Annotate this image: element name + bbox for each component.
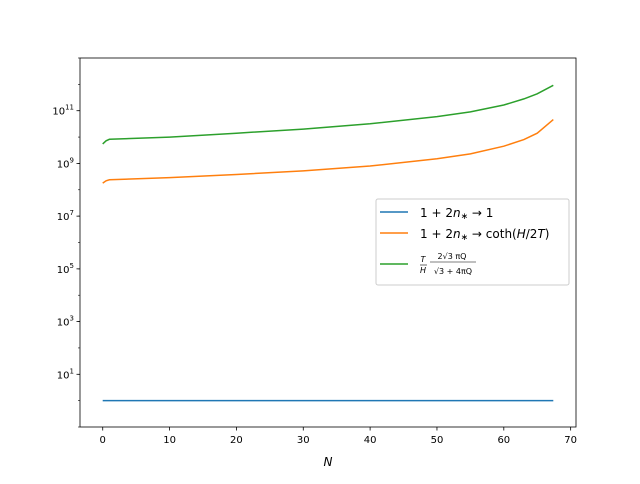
x-tick-label: 10 (163, 435, 176, 446)
x-tick-label: 60 (497, 435, 510, 446)
y-tick-label: 101 (57, 367, 74, 381)
x-tick-label: 0 (100, 435, 106, 446)
x-tick-label: 40 (364, 435, 377, 446)
legend-label-series-1: 1 + 2n∗ → 1 (420, 206, 493, 222)
x-tick-label: 50 (431, 435, 444, 446)
legend-fraction-numerator: 2√3 πQ (438, 252, 467, 261)
x-tick-label: 30 (297, 435, 310, 446)
x-tick-label: 20 (230, 435, 243, 446)
legend-box (375, 198, 570, 286)
y-tick-label: 103 (57, 315, 74, 329)
series-layer (102, 84, 554, 402)
x-tick-label: 70 (564, 435, 577, 446)
legend-fraction-H: H (420, 266, 426, 275)
legend-label-series-2: 1 + 2n∗ → coth(H/2T) (420, 227, 549, 243)
legend-fraction-T: T (421, 255, 427, 264)
series-line-2 (102, 119, 554, 184)
y-tick-label: 109 (57, 156, 74, 170)
y-tick-label: 105 (57, 262, 74, 276)
legend: 1 + 2n∗ → 1 1 + 2n∗ → coth(H/2T) T H 2√3… (375, 198, 570, 286)
y-axis-ticks: 101 103 105 107 109 1011 (52, 57, 80, 428)
x-axis-label: N (324, 455, 333, 469)
y-tick-label: 1011 (52, 104, 74, 118)
x-axis-ticks: 0 10 20 30 40 50 60 70 (100, 427, 577, 446)
legend-label-series-3: T H 2√3 πQ √3 + 4πQ (420, 252, 476, 276)
series-line-3 (102, 84, 554, 145)
y-tick-label: 107 (57, 209, 74, 223)
legend-fraction-denominator: √3 + 4πQ (434, 267, 472, 276)
